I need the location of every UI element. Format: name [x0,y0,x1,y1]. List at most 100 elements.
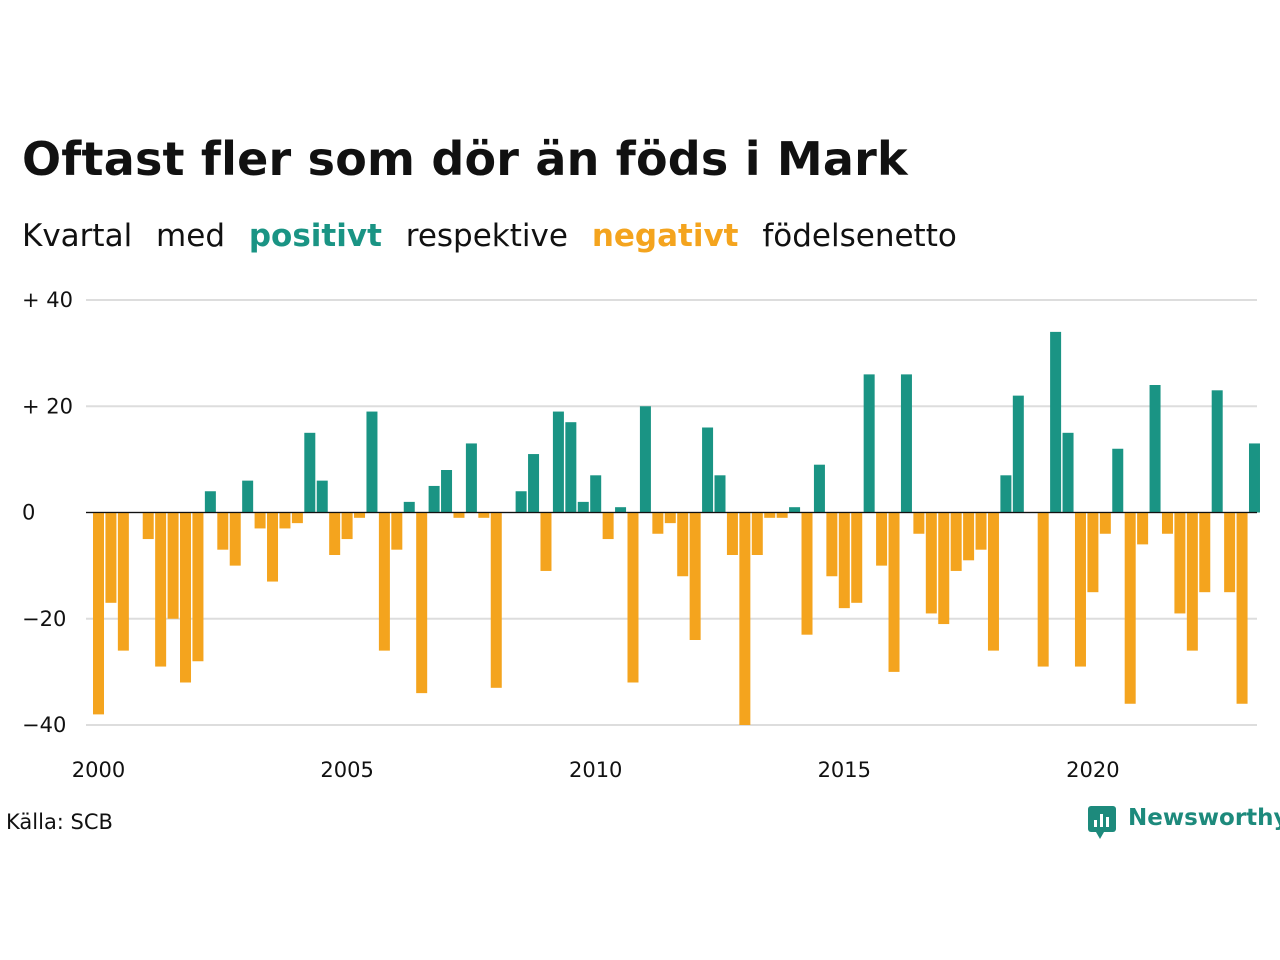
bar-negative [677,512,689,577]
source-note: Källa: SCB [6,810,113,834]
x-tick-label: 2020 [1066,758,1119,782]
subtitle-text-kvartal: Kvartal [22,218,133,254]
bar-negative [254,512,266,529]
bar-negative [416,512,428,694]
bar-positive [552,411,564,513]
bar-positive [577,501,589,513]
bars [93,331,1260,725]
subtitle-negative-label: negativt [591,218,739,254]
bar-negative [1099,512,1111,534]
bar-negative [1224,512,1236,593]
bar-positive [316,480,328,513]
bar-negative [1087,512,1099,593]
newsworthy-logo[interactable]: Newsworthy [1088,804,1280,844]
bar-negative [329,512,341,555]
bar-negative [490,512,502,688]
bar-negative [913,512,925,534]
y-tick-label: + 40 [22,288,73,312]
bar-negative [267,512,279,582]
bar-negative [279,512,291,529]
newsworthy-logo-icon [1088,806,1116,839]
bar-negative [764,512,776,518]
bar-negative [689,512,701,640]
bar-negative [105,512,117,603]
bar-positive [714,475,726,513]
subtitle-text-med: med [156,218,225,254]
bar-negative [1236,512,1248,704]
bar-positive [615,507,627,513]
bar-negative [93,512,104,715]
bar-negative [726,512,738,555]
bar-negative [167,512,179,619]
subtitle-positive-label: positivt [248,218,382,254]
bar-negative [1186,512,1198,651]
y-tick-label: 0 [22,501,35,525]
bar-positive [465,443,477,513]
bar-negative [142,512,154,540]
bar-positive [639,406,651,513]
bar-negative [192,512,204,662]
bar-positive [441,470,453,513]
subtitle-text-respektive: respektive [405,218,568,254]
bar-negative [1124,512,1136,704]
bar-positive [789,507,801,513]
bar-negative [1074,512,1086,667]
bar-negative [155,512,167,667]
bar-positive [813,464,825,513]
bar-positive [1000,475,1012,513]
y-tick-label: −20 [22,607,66,631]
bar-positive [242,480,254,513]
bar-positive [1050,331,1062,513]
bar-negative [664,512,676,524]
x-tick-label: 2005 [320,758,373,782]
x-tick-label: 2015 [818,758,871,782]
bar-negative [851,512,863,603]
bar-negative [117,512,129,651]
newsworthy-logo-text: Newsworthy [1128,805,1280,831]
chart-subtitle: Kvartal med positivt respektive negativt… [22,218,957,254]
y-tick-label: −40 [22,713,66,737]
bar-positive [1012,395,1024,513]
bar-positive [1062,432,1074,513]
bar-negative [950,512,962,571]
bar-negative [751,512,763,555]
bar-negative [1037,512,1049,667]
bar-negative [391,512,403,550]
bar-positive [1149,385,1161,513]
bar-negative [1161,512,1173,534]
bar-negative [217,512,229,550]
bar-negative [1137,512,1149,545]
bar-negative [378,512,390,651]
bar-positive [1112,448,1124,513]
x-tick-label: 2010 [569,758,622,782]
bar-negative [826,512,838,577]
bar-negative [938,512,950,625]
bar-negative [963,512,975,561]
bar-positive [403,501,415,513]
bar-negative [180,512,192,683]
chart-title: Oftast fler som dör än föds i Mark [22,132,908,186]
bar-positive [702,427,714,513]
bar-negative [801,512,813,635]
bar-negative [627,512,639,683]
bar-negative [341,512,353,540]
bar-negative [291,512,303,524]
bar-negative [1174,512,1186,614]
bar-negative [876,512,888,566]
bar-positive [1248,443,1260,513]
bar-negative [925,512,937,614]
bar-negative [478,512,490,518]
bar-negative [229,512,241,566]
bar-negative [453,512,465,518]
bar-negative [975,512,987,550]
bar-negative [652,512,664,534]
subtitle-text-fodelsenetto: födelsenetto [762,218,957,254]
bar-positive [304,432,316,513]
x-tick-label: 2000 [72,758,125,782]
bar-negative [1199,512,1211,593]
bar-positive [528,454,540,513]
bar-negative [987,512,999,651]
bar-positive [863,374,875,513]
